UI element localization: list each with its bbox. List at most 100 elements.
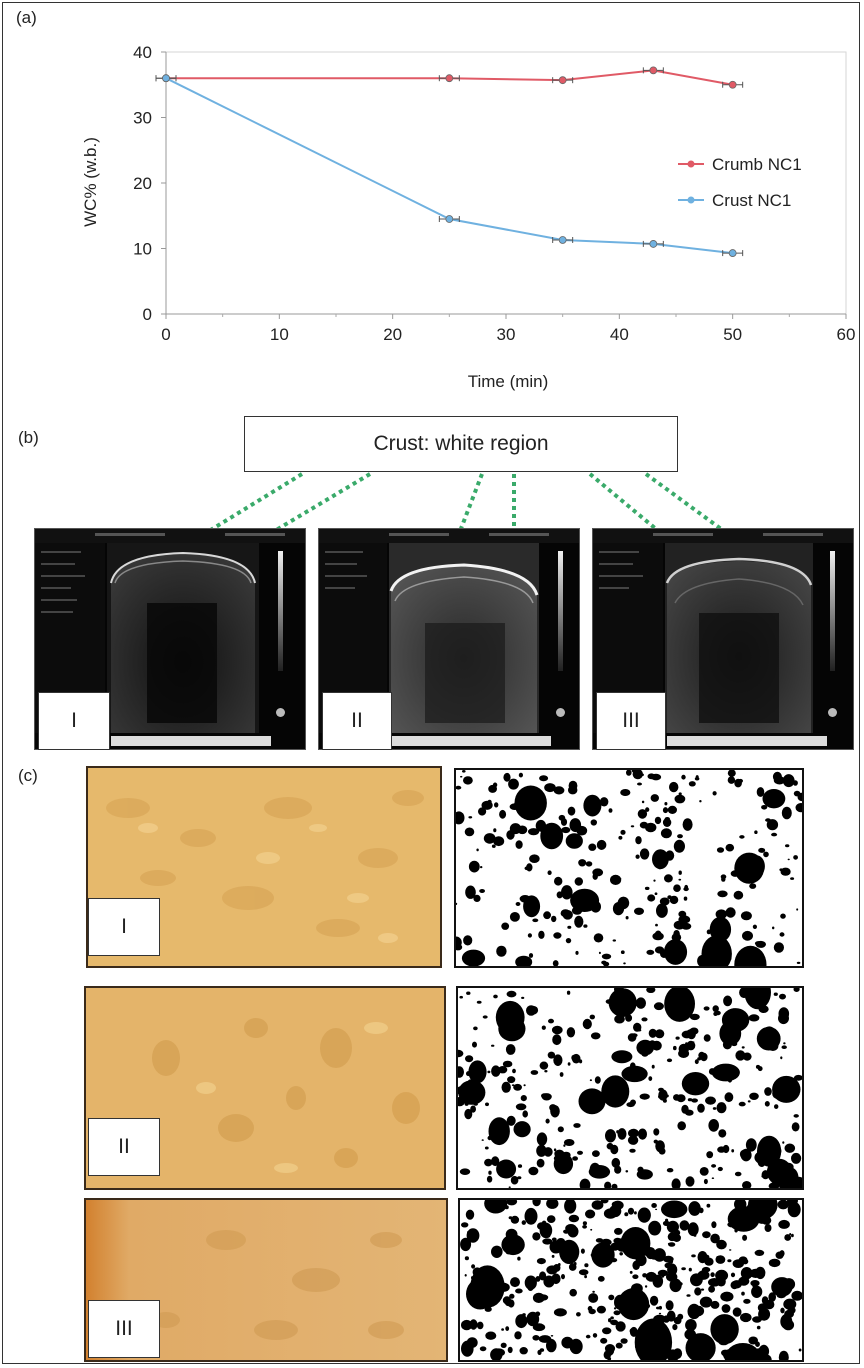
- pore-blob: [491, 1044, 495, 1047]
- pore-blob: [620, 1338, 628, 1344]
- pore-blob: [563, 1139, 575, 1146]
- pore-blob: [635, 854, 640, 859]
- pore-blob: [491, 1065, 501, 1077]
- pore-blob: [739, 835, 745, 839]
- pore-blob: [468, 860, 480, 873]
- pore-blob: [591, 1242, 615, 1268]
- pore-blob: [558, 814, 566, 821]
- pore-blob: [784, 1171, 792, 1179]
- pore-blob: [646, 949, 655, 955]
- x-tick-label: 10: [270, 325, 289, 344]
- pore-blob: [592, 873, 598, 880]
- data-point: [649, 240, 658, 248]
- pore-blob: [747, 1100, 751, 1103]
- pore-blob: [536, 1158, 545, 1168]
- pore-blob: [458, 1096, 465, 1107]
- pore-blob: [688, 1079, 699, 1089]
- pore-blob: [667, 805, 677, 814]
- pore-blob: [601, 953, 612, 960]
- pore-blob: [694, 777, 700, 781]
- pore-blob: [723, 1349, 737, 1360]
- pore-blob: [712, 791, 717, 796]
- pore-blob: [499, 1130, 509, 1138]
- pore-blob: [744, 988, 771, 1010]
- pore-blob: [632, 770, 643, 780]
- pore-blob: [743, 1298, 751, 1304]
- pore-blob: [689, 1013, 700, 1021]
- pore-blob: [683, 896, 688, 901]
- pore-blob: [629, 1232, 638, 1240]
- pore-blob: [488, 1170, 492, 1175]
- pore-blob: [568, 1263, 577, 1271]
- pore-blob: [608, 808, 613, 813]
- pore-blob: [650, 794, 659, 802]
- ultrasound-scan: [389, 543, 539, 733]
- pore-blob: [732, 1307, 742, 1317]
- pore-blob: [774, 1282, 781, 1289]
- pore-blob: [484, 1158, 493, 1167]
- pore-blob: [730, 1281, 739, 1290]
- pore-blob: [678, 792, 682, 796]
- pore-blob: [732, 1259, 744, 1268]
- pore-blob: [718, 1129, 727, 1138]
- pore-blob: [459, 813, 464, 816]
- pore-blob: [620, 1237, 628, 1247]
- pore-blob: [664, 802, 668, 806]
- pore-blob: [612, 902, 625, 916]
- pore-blob: [538, 930, 545, 939]
- pore-blob: [610, 1319, 619, 1326]
- chart-axes: 0 10 20 30 40 50 60 0 10 20 30 40: [133, 43, 855, 344]
- pore-blob: [544, 1070, 548, 1073]
- pore-blob: [699, 800, 702, 803]
- pore-blob: [644, 1285, 648, 1288]
- pore-blob: [727, 770, 736, 777]
- pore-blob: [653, 879, 656, 882]
- pore-blob: [507, 1346, 513, 1354]
- ultrasound-label-2: II: [322, 692, 392, 750]
- crumb-photo-3: [84, 1198, 448, 1362]
- pore-blob: [589, 1079, 592, 1082]
- pore-blob: [673, 930, 680, 938]
- pore-blob: [573, 1123, 581, 1128]
- pore-blob: [543, 1275, 555, 1288]
- x-tick-label: 60: [837, 325, 856, 344]
- pore-blob: [644, 886, 650, 890]
- pore-blob: [522, 1110, 528, 1118]
- pore-blob: [700, 1288, 705, 1291]
- pore-blob: [604, 1181, 612, 1188]
- pore-blob: [463, 776, 473, 785]
- pore-blob: [568, 1214, 580, 1223]
- pore-blob: [660, 828, 672, 839]
- pore-blob: [795, 803, 802, 813]
- pore-blob: [462, 770, 466, 773]
- pore-blob: [536, 1258, 546, 1265]
- pore-blob: [725, 907, 736, 918]
- pore-blob: [620, 1227, 651, 1260]
- pore-blob: [566, 990, 571, 995]
- pore-blob: [479, 1346, 487, 1352]
- pore-blob: [762, 789, 786, 809]
- pore-blob: [699, 1296, 713, 1308]
- pore-blob: [565, 833, 583, 849]
- pore-blob: [512, 1068, 516, 1074]
- pore-blob: [566, 1027, 576, 1038]
- pore-blob: [703, 1034, 711, 1042]
- pore-blob: [645, 822, 657, 833]
- pore-blob: [677, 1121, 686, 1131]
- pore-blob: [585, 1209, 596, 1219]
- pore-blob: [785, 844, 790, 848]
- pore-blob: [781, 1045, 787, 1049]
- x-tick-label: 30: [497, 325, 516, 344]
- y-axis-label: WC% (w.b.): [81, 137, 100, 227]
- pore-blob: [715, 1255, 726, 1264]
- pore-blob: [768, 1258, 781, 1268]
- pore-blob: [591, 1200, 604, 1210]
- pore-blob: [654, 892, 658, 895]
- pore-blob: [561, 1274, 565, 1280]
- pore-blob: [598, 951, 601, 955]
- y-tick-label: 0: [143, 305, 152, 324]
- pore-blob: [678, 878, 682, 881]
- pore-blob: [651, 1064, 655, 1069]
- pore-blob: [764, 1087, 772, 1096]
- pore-blob: [735, 1050, 746, 1061]
